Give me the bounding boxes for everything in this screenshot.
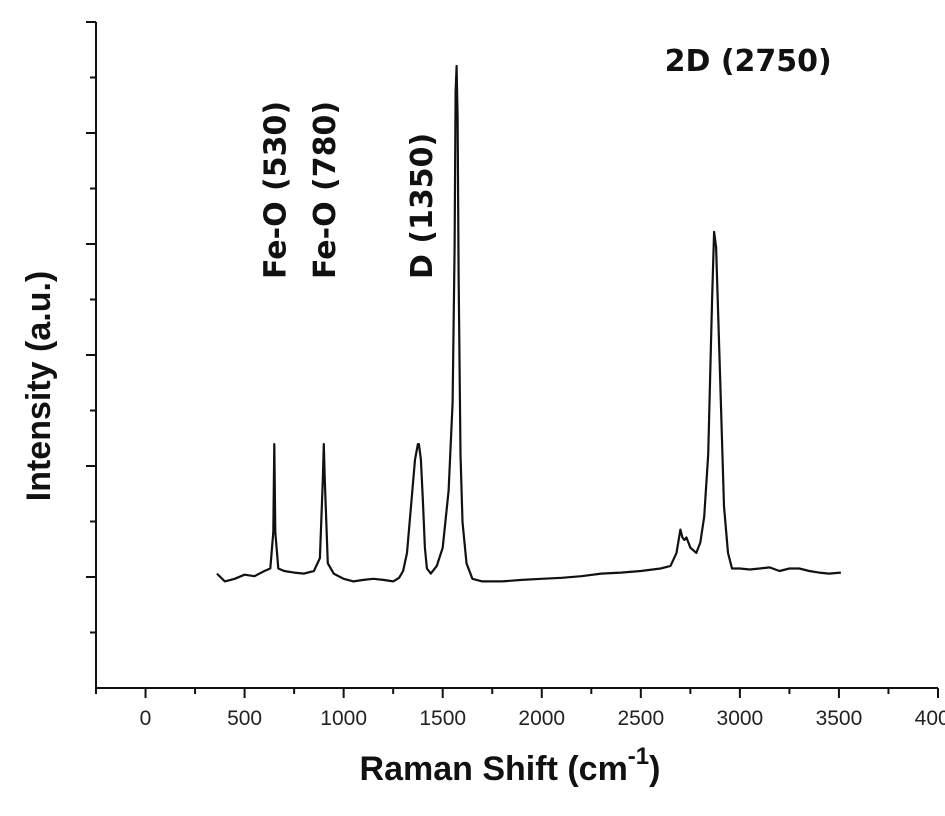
y-axis-title: Intensity (a.u.)	[20, 271, 58, 501]
x-axis-title: Raman Shift (cm-1)	[360, 743, 661, 788]
x-tick-label: 4000	[915, 707, 945, 730]
x-ticks: 0 500 1000 1500 2000 2500 3000 3500 4000	[95, 688, 945, 730]
peak-label: Fe-O (530)	[258, 101, 293, 279]
peak-label: Fe-O (780)	[308, 101, 343, 279]
x-tick-label: 1500	[419, 707, 466, 730]
peak-label: 2D (2750)	[665, 44, 832, 79]
x-tick-label: 3000	[717, 707, 764, 730]
plot-area	[216, 64, 841, 583]
x-axis-title-main: Raman Shift (cm	[360, 750, 628, 788]
axes	[95, 22, 938, 689]
x-axis-title-suffix: )	[649, 750, 660, 788]
x-tick-label: 2000	[518, 707, 565, 730]
x-tick-label: 3500	[816, 707, 863, 730]
x-axis-title-superscript: -1	[628, 743, 649, 770]
peak-annotations: Fe-O (530)Fe-O (780)D (1350)G (1580)2D (…	[258, 44, 832, 279]
x-tick-label: 2500	[617, 707, 664, 730]
y-ticks	[86, 21, 96, 634]
x-tick-label: 1000	[320, 707, 367, 730]
x-tick-label: 0	[140, 707, 152, 730]
spectrum-line	[216, 64, 841, 583]
peak-label: D (1350)	[405, 133, 440, 279]
x-tick-label: 500	[227, 707, 262, 730]
